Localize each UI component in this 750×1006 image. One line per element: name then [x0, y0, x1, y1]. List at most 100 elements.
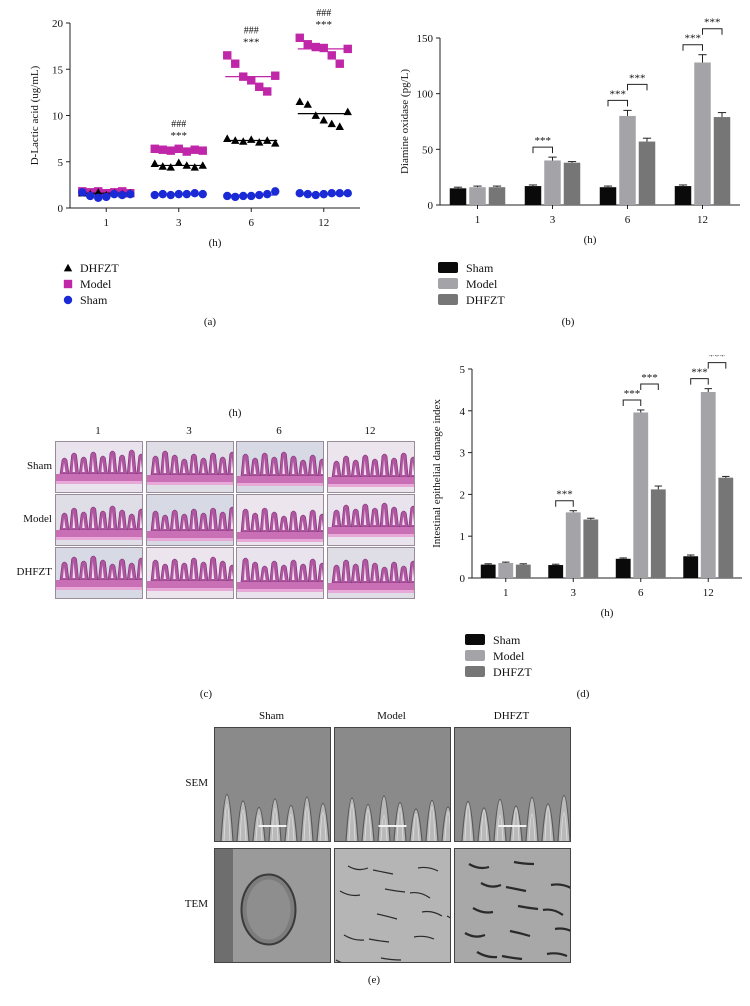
bar-sham — [615, 558, 631, 578]
bar-dhfzt — [718, 477, 734, 578]
panel-label-e: (e) — [367, 974, 381, 986]
data-point-model — [198, 146, 207, 155]
data-point-model — [327, 51, 336, 60]
data-point-sham — [343, 189, 352, 198]
significance-bracket — [702, 28, 723, 35]
bar-sham — [683, 556, 699, 578]
histology-column-label: 1 — [95, 425, 101, 437]
legend-label-sham: Sham — [493, 633, 521, 647]
histology-image — [327, 547, 415, 599]
significance-bracket — [555, 500, 574, 507]
significance-bracket — [607, 99, 628, 107]
data-point-sham — [311, 190, 320, 200]
bar-dhfzt — [563, 162, 581, 205]
data-point-sham — [239, 191, 248, 201]
legend-label-model: Model — [80, 277, 112, 291]
bar-model — [694, 62, 711, 205]
data-point-sham — [190, 189, 199, 198]
histology-grid: (h) 1 3 6 12 Sham Model — [0, 400, 420, 700]
y-axis-title: D-Lactic acid (ug/mL) — [29, 65, 41, 165]
data-point-dhfzt — [319, 115, 328, 124]
data-point-dhfzt — [247, 135, 256, 143]
bar-model — [544, 160, 561, 205]
data-point-sham — [263, 189, 272, 199]
significance-label: *** — [709, 355, 726, 363]
bar-model — [619, 115, 636, 205]
significance-bracket — [707, 362, 727, 369]
bar-model — [633, 412, 649, 578]
em-row-label: SEM — [185, 777, 208, 789]
bar-sham — [480, 564, 496, 578]
significance-label: *** — [629, 72, 646, 84]
x-tick-label: 1 — [503, 587, 509, 599]
significance-label: ### — [316, 8, 331, 19]
data-point-model — [255, 82, 264, 92]
legend-swatch-dhfzt — [465, 666, 485, 677]
histology-image — [146, 441, 234, 493]
data-point-dhfzt — [166, 163, 175, 171]
significance-label: *** — [691, 367, 708, 379]
y-tick-label: 0 — [460, 573, 466, 585]
histology-image — [327, 494, 415, 546]
x-tick-label: 12 — [318, 217, 329, 229]
x-tick-label: 6 — [249, 217, 255, 229]
data-point-dhfzt — [327, 119, 336, 128]
sem-image — [454, 727, 571, 842]
data-point-dhfzt — [335, 122, 344, 130]
data-point-dhfzt — [190, 163, 199, 171]
legend-marker-sham — [63, 295, 73, 305]
data-point-model — [295, 33, 304, 42]
bar-sham — [599, 187, 617, 205]
significance-bracket — [640, 383, 659, 390]
data-point-model — [271, 71, 280, 80]
data-point-dhfzt — [271, 139, 280, 147]
em-column-label: DHFZT — [493, 710, 530, 722]
tem-image — [454, 848, 571, 963]
histology-row-label: Sham — [26, 460, 52, 472]
x-tick-label: 12 — [703, 587, 714, 599]
x-tick-label: 3 — [176, 217, 182, 229]
x-axis-title: (h) — [584, 234, 597, 246]
bar-dhfzt — [488, 187, 506, 205]
bar-dhfzt — [583, 519, 599, 578]
significance-label: *** — [641, 372, 658, 384]
histology-axis-title: (h) — [228, 407, 242, 419]
panel-label-a: (a) — [203, 316, 217, 328]
y-axis-title: Diamine oxidase (pg/L) — [399, 69, 411, 174]
y-tick-label: 0 — [428, 200, 434, 212]
data-point-sham — [126, 189, 135, 199]
bar-sham — [674, 186, 692, 205]
legend-swatch-sham — [438, 262, 458, 273]
data-point-sham — [78, 188, 87, 197]
y-tick-label: 1 — [460, 531, 466, 543]
y-tick-label: 20 — [52, 18, 64, 30]
data-point-model — [263, 87, 272, 96]
histology-image — [236, 441, 324, 493]
significance-bracket — [627, 83, 648, 91]
data-point-sham — [271, 187, 280, 196]
legend-label-dhfzt: DHFZT — [80, 261, 119, 275]
em-column-label: Sham — [258, 710, 285, 722]
data-point-sham — [223, 191, 232, 201]
y-tick-label: 15 — [52, 64, 64, 76]
y-axis-title: Intestinal epithelial damage index — [431, 399, 443, 548]
significance-label: *** — [610, 88, 627, 100]
y-tick-label: 5 — [58, 157, 64, 169]
data-point-sham — [166, 190, 175, 200]
x-tick-label: 1 — [104, 217, 110, 229]
data-point-model — [303, 40, 312, 49]
legend-swatch-model — [465, 650, 485, 661]
legend-swatch-sham — [465, 634, 485, 645]
sem-image — [334, 727, 451, 842]
x-axis-title: (h) — [209, 237, 222, 249]
legend-label-dhfzt: DHFZT — [493, 665, 532, 679]
y-tick-label: 100 — [417, 89, 434, 101]
histology-column-label: 6 — [276, 425, 282, 437]
tem-image — [214, 848, 331, 963]
histology-image — [327, 441, 415, 493]
y-tick-label: 2 — [460, 489, 466, 501]
data-point-sham — [102, 192, 111, 202]
histology-image — [236, 547, 324, 599]
data-point-sham — [94, 193, 103, 203]
